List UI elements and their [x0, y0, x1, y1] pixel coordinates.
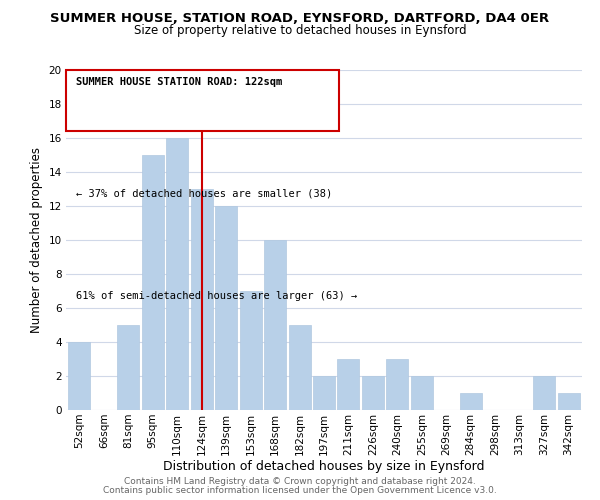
Bar	[289, 325, 311, 410]
X-axis label: Distribution of detached houses by size in Eynsford: Distribution of detached houses by size …	[163, 460, 485, 473]
Text: ← 37% of detached houses are smaller (38): ← 37% of detached houses are smaller (38…	[76, 189, 332, 199]
Text: Contains public sector information licensed under the Open Government Licence v3: Contains public sector information licen…	[103, 486, 497, 495]
Bar	[264, 240, 286, 410]
Bar	[191, 189, 213, 410]
Bar	[118, 325, 139, 410]
Bar	[557, 393, 580, 410]
Bar	[68, 342, 91, 410]
Bar	[533, 376, 555, 410]
Text: 61% of semi-detached houses are larger (63) →: 61% of semi-detached houses are larger (…	[76, 291, 358, 301]
Bar	[337, 359, 359, 410]
Text: SUMMER HOUSE, STATION ROAD, EYNSFORD, DARTFORD, DA4 0ER: SUMMER HOUSE, STATION ROAD, EYNSFORD, DA…	[50, 12, 550, 26]
Bar	[362, 376, 384, 410]
Text: Contains HM Land Registry data © Crown copyright and database right 2024.: Contains HM Land Registry data © Crown c…	[124, 477, 476, 486]
Bar	[313, 376, 335, 410]
Text: Size of property relative to detached houses in Eynsford: Size of property relative to detached ho…	[134, 24, 466, 37]
FancyBboxPatch shape	[66, 70, 340, 131]
Bar	[239, 291, 262, 410]
Bar	[142, 155, 164, 410]
Y-axis label: Number of detached properties: Number of detached properties	[30, 147, 43, 333]
Bar	[460, 393, 482, 410]
Bar	[166, 138, 188, 410]
Bar	[215, 206, 237, 410]
Bar	[411, 376, 433, 410]
Text: SUMMER HOUSE STATION ROAD: 122sqm: SUMMER HOUSE STATION ROAD: 122sqm	[76, 77, 283, 87]
Bar	[386, 359, 409, 410]
